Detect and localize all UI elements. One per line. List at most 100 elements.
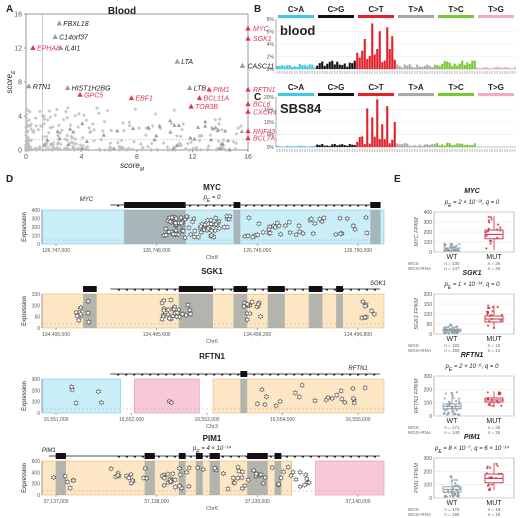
context-tick bbox=[431, 71, 433, 74]
exon-shade bbox=[178, 461, 186, 495]
exon-shade bbox=[144, 461, 155, 495]
strand-arrow: ◂ bbox=[373, 287, 376, 293]
spectrum-bar bbox=[321, 144, 324, 147]
gene-name-label: MYC bbox=[80, 197, 94, 203]
y-tick-label: 20% bbox=[264, 95, 275, 101]
wt-point bbox=[448, 494, 451, 498]
spectrum-bar bbox=[483, 66, 486, 69]
background-point bbox=[102, 119, 107, 124]
spectrum-bar bbox=[453, 144, 456, 147]
y-axis-title: PIM1 FPKM bbox=[414, 463, 420, 493]
y-axis-title: scoreE bbox=[5, 70, 17, 94]
spectrum-bar bbox=[413, 67, 416, 69]
expression-point bbox=[70, 477, 77, 484]
spectrum-bar bbox=[451, 65, 454, 69]
context-tick bbox=[421, 71, 423, 74]
strand-arrow: ◂ bbox=[237, 454, 240, 460]
context-tick bbox=[411, 149, 413, 152]
scored-point bbox=[171, 146, 176, 150]
expression-point bbox=[166, 315, 173, 322]
wt-point bbox=[448, 402, 451, 405]
gene-marker bbox=[245, 35, 251, 41]
wt-label: WT bbox=[447, 500, 459, 507]
context-tick bbox=[379, 149, 381, 152]
background-point bbox=[172, 108, 177, 113]
expression-point bbox=[163, 232, 169, 239]
context-tick bbox=[449, 149, 451, 152]
background-point bbox=[99, 137, 104, 142]
spectrum-bar bbox=[438, 145, 441, 147]
x-tick-label: 134,495,600 bbox=[143, 332, 171, 338]
background-point bbox=[68, 123, 73, 128]
exon-shade bbox=[370, 210, 381, 244]
spectrum-bar bbox=[376, 48, 379, 69]
context-tick bbox=[321, 71, 323, 74]
expression-point bbox=[180, 227, 187, 234]
background-point bbox=[61, 117, 66, 122]
spectrum-bar bbox=[411, 66, 414, 69]
spectrum-bar bbox=[391, 36, 394, 69]
mut-point bbox=[497, 472, 500, 475]
strand-arrow: ◂ bbox=[133, 287, 136, 293]
sample-count: n = 15 bbox=[488, 343, 501, 348]
wt-point bbox=[455, 332, 458, 335]
expression-point bbox=[242, 482, 248, 489]
background-point bbox=[36, 127, 41, 132]
context-tick bbox=[441, 71, 443, 74]
gene-marker bbox=[245, 86, 251, 92]
gene-label: TOP3B bbox=[195, 104, 218, 111]
exon-shade bbox=[267, 294, 285, 328]
strand-arrow: ▸ bbox=[341, 203, 344, 209]
expression-point bbox=[178, 219, 184, 227]
expression-point bbox=[85, 309, 91, 317]
mut-point bbox=[500, 472, 503, 475]
wt-point bbox=[443, 409, 446, 412]
context-tick bbox=[494, 71, 496, 74]
context-tick bbox=[314, 149, 316, 152]
mut-point bbox=[487, 403, 490, 406]
expression-point bbox=[69, 386, 75, 394]
background-point bbox=[119, 144, 124, 149]
background-point bbox=[48, 115, 53, 120]
wt-point bbox=[458, 486, 462, 489]
context-tick bbox=[484, 71, 486, 74]
scored-point bbox=[45, 137, 50, 142]
y-axis-title: RFTN1 FPKM bbox=[414, 378, 420, 413]
expression-point bbox=[205, 225, 211, 232]
gene-label: RTN1 bbox=[33, 84, 51, 91]
gene-name-label: PIM1 bbox=[42, 448, 56, 454]
mut-point bbox=[500, 404, 503, 407]
spectrum-bar bbox=[333, 64, 336, 69]
strand-arrow: ◂ bbox=[253, 287, 256, 293]
background-point bbox=[24, 147, 29, 152]
strand-arrow: ◂ bbox=[165, 287, 168, 293]
gene-label: PIM1 bbox=[213, 87, 229, 94]
context-tick bbox=[441, 149, 443, 152]
spectrum-bar bbox=[336, 61, 339, 69]
mut-point bbox=[495, 462, 498, 466]
exon-shade bbox=[55, 461, 66, 495]
expression-point bbox=[247, 310, 253, 317]
expression-point bbox=[171, 306, 177, 313]
expression-point bbox=[246, 214, 252, 222]
mut-point bbox=[485, 472, 489, 475]
gene-label: SGK1 bbox=[253, 36, 272, 43]
region-box bbox=[315, 460, 385, 496]
expression-point bbox=[95, 388, 102, 395]
expression-point bbox=[267, 229, 273, 237]
wt-point bbox=[458, 401, 461, 405]
background-point bbox=[86, 147, 91, 152]
expression-point bbox=[186, 224, 192, 231]
chromosome-label: Chr8 bbox=[206, 255, 218, 261]
scored-point bbox=[57, 136, 62, 141]
scored-point bbox=[84, 139, 89, 143]
spectrum-bar bbox=[471, 145, 474, 147]
expression-point bbox=[293, 231, 299, 238]
background-point bbox=[194, 145, 199, 150]
y-tick-label: 100 bbox=[32, 400, 41, 406]
context-tick bbox=[499, 149, 501, 152]
background-point bbox=[46, 130, 51, 135]
y-tick-label: 0 bbox=[429, 496, 432, 502]
context-tick bbox=[411, 71, 413, 74]
context-tick bbox=[464, 149, 466, 152]
